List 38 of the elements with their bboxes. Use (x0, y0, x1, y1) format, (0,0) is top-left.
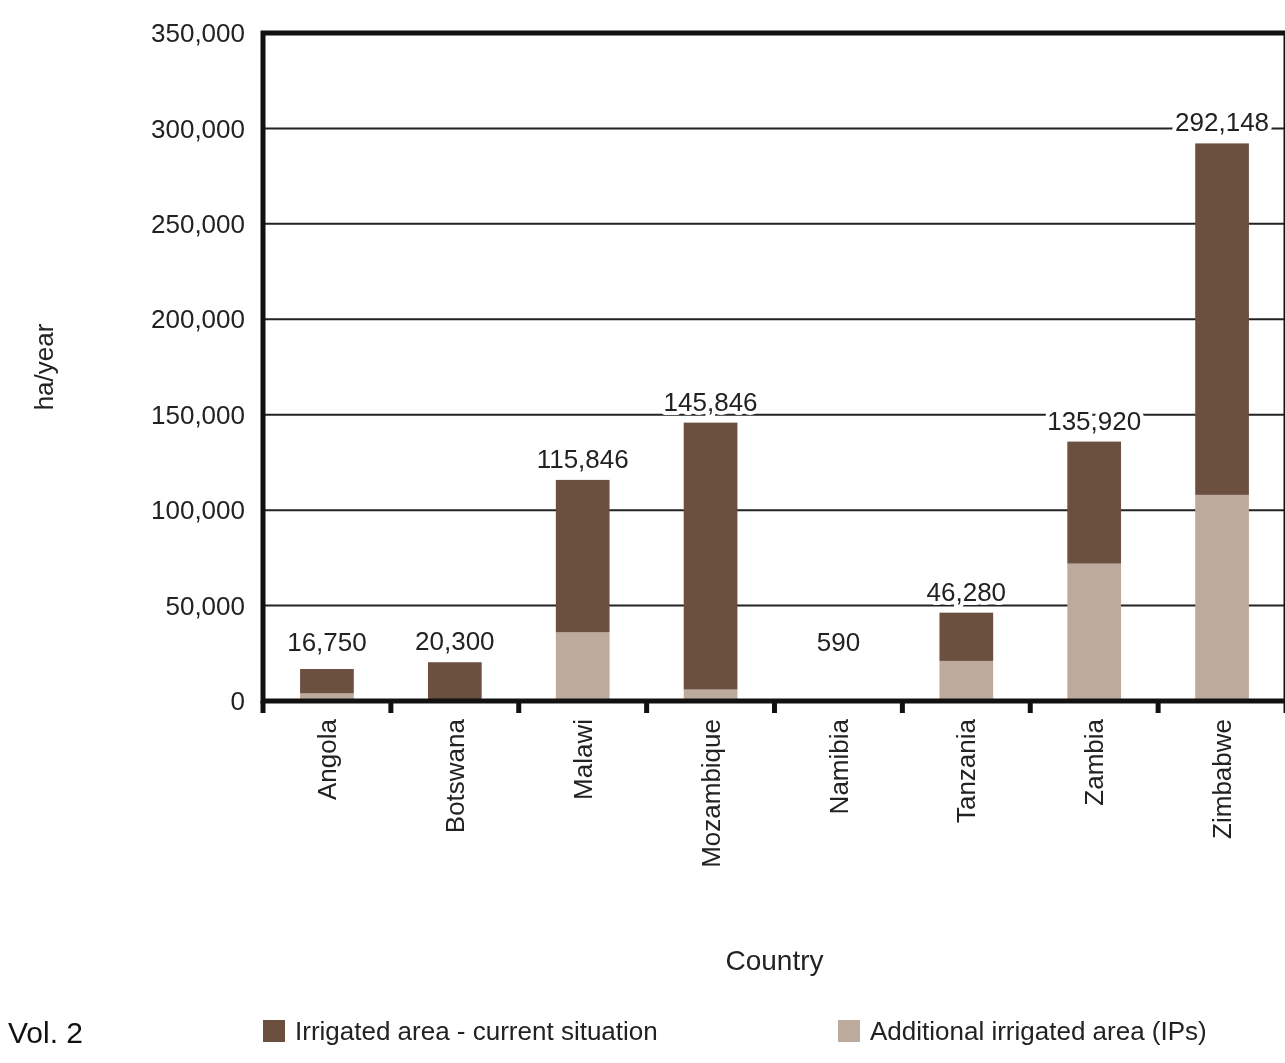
bar (1195, 143, 1249, 495)
total-label: 115,846 (536, 443, 629, 474)
total-label: 590 (816, 626, 861, 657)
x-tick-label: Botswana (439, 718, 470, 834)
x-tick-label: Zimbabwe (1207, 719, 1238, 839)
bar (427, 662, 482, 701)
total-label: 20,300 (415, 626, 495, 657)
total-label: 145,846 (663, 386, 758, 417)
x-tick-label: Angola (312, 718, 343, 800)
text: Vol. 2 (8, 1016, 84, 1049)
total-label: 16,750 (287, 626, 367, 657)
x-axis-title: Country (725, 945, 824, 976)
x-tick-label: Mozambique (695, 719, 726, 868)
bar (1195, 494, 1249, 701)
y-tick-label: 200,000 (151, 304, 245, 335)
total-label: 46,280 (926, 576, 1007, 607)
y-tick-label: 0 (230, 686, 245, 717)
y-tick-label: 100,000 (151, 495, 245, 526)
y-axis-title: ha/year (29, 323, 59, 411)
bar (683, 422, 738, 690)
x-tick-label: Tanzania (951, 718, 982, 824)
y-tick-label: 250,000 (151, 208, 245, 239)
bar (1067, 441, 1122, 564)
y-tick-label: 300,000 (151, 113, 245, 144)
bar (1067, 563, 1122, 701)
x-tick-label: Namibia (823, 718, 854, 815)
bar (300, 669, 354, 694)
y-tick-label: 150,000 (151, 399, 245, 430)
legend-label: Irrigated area - current situation (295, 1016, 658, 1047)
legend-label: Additional irrigated area (IPs) (870, 1016, 1207, 1047)
y-tick-label: 50,000 (165, 590, 245, 621)
y-tick-label: 350,000 (151, 18, 245, 49)
x-tick-label: Malawi (567, 719, 598, 800)
bar (939, 612, 994, 661)
bar (555, 479, 610, 633)
bar (555, 632, 610, 701)
x-tick-label: Zambia (1079, 718, 1110, 806)
bar (939, 660, 994, 701)
